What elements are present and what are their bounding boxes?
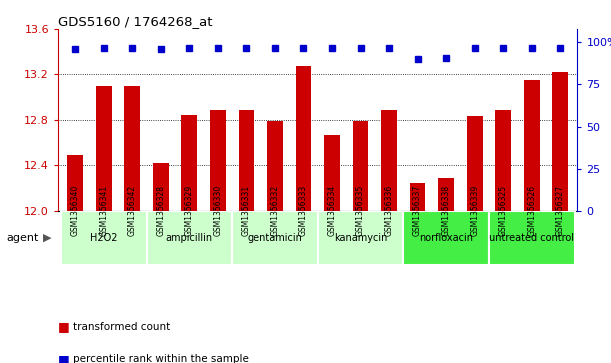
Text: GSM1356340: GSM1356340 [71, 185, 79, 236]
Bar [381, 110, 397, 211]
Text: ■: ■ [58, 353, 70, 363]
Bar [496, 110, 511, 211]
Bar [153, 163, 169, 211]
Text: agent: agent [6, 233, 38, 243]
Text: GSM1356341: GSM1356341 [99, 185, 108, 236]
Text: GSM1356327: GSM1356327 [556, 185, 565, 236]
FancyBboxPatch shape [318, 211, 403, 265]
FancyBboxPatch shape [232, 211, 318, 265]
Text: transformed count: transformed count [73, 322, 170, 332]
Text: GSM1356325: GSM1356325 [499, 185, 508, 236]
Bar [552, 72, 568, 211]
Text: ampicillin: ampicillin [166, 233, 213, 243]
FancyBboxPatch shape [489, 211, 574, 265]
Text: GSM1356338: GSM1356338 [442, 185, 451, 236]
Text: GSM1356337: GSM1356337 [413, 185, 422, 236]
Bar [410, 183, 425, 211]
Text: ■: ■ [58, 320, 70, 333]
Text: GSM1356336: GSM1356336 [384, 185, 393, 236]
Text: untreated control: untreated control [489, 233, 574, 243]
Text: gentamicin: gentamicin [247, 233, 302, 243]
Text: ▶: ▶ [43, 233, 51, 243]
Text: percentile rank within the sample: percentile rank within the sample [73, 354, 249, 363]
Bar [210, 110, 225, 211]
Text: GSM1356326: GSM1356326 [527, 185, 536, 236]
Text: GSM1356329: GSM1356329 [185, 185, 194, 236]
Text: GSM1356331: GSM1356331 [242, 185, 251, 236]
FancyBboxPatch shape [403, 211, 489, 265]
Bar [296, 66, 311, 211]
Text: GSM1356339: GSM1356339 [470, 185, 479, 236]
Text: GSM1356342: GSM1356342 [128, 185, 137, 236]
Text: GSM1356332: GSM1356332 [271, 185, 279, 236]
Text: GSM1356328: GSM1356328 [156, 185, 165, 236]
Bar [267, 121, 283, 211]
Text: kanamycin: kanamycin [334, 233, 387, 243]
Bar [353, 121, 368, 211]
Bar [125, 86, 140, 211]
Bar [181, 115, 197, 211]
Bar [438, 178, 454, 211]
FancyBboxPatch shape [61, 211, 147, 265]
Text: GSM1356334: GSM1356334 [327, 185, 337, 236]
FancyBboxPatch shape [147, 211, 232, 265]
Text: GDS5160 / 1764268_at: GDS5160 / 1764268_at [58, 15, 213, 28]
Bar [67, 155, 83, 211]
Text: GSM1356335: GSM1356335 [356, 185, 365, 236]
Text: norfloxacin: norfloxacin [419, 233, 473, 243]
Bar [96, 86, 112, 211]
Text: H2O2: H2O2 [90, 233, 117, 243]
Bar [324, 135, 340, 211]
Bar [524, 80, 540, 211]
Bar [238, 110, 254, 211]
Bar [467, 117, 483, 211]
Text: GSM1356330: GSM1356330 [213, 185, 222, 236]
Text: GSM1356333: GSM1356333 [299, 185, 308, 236]
